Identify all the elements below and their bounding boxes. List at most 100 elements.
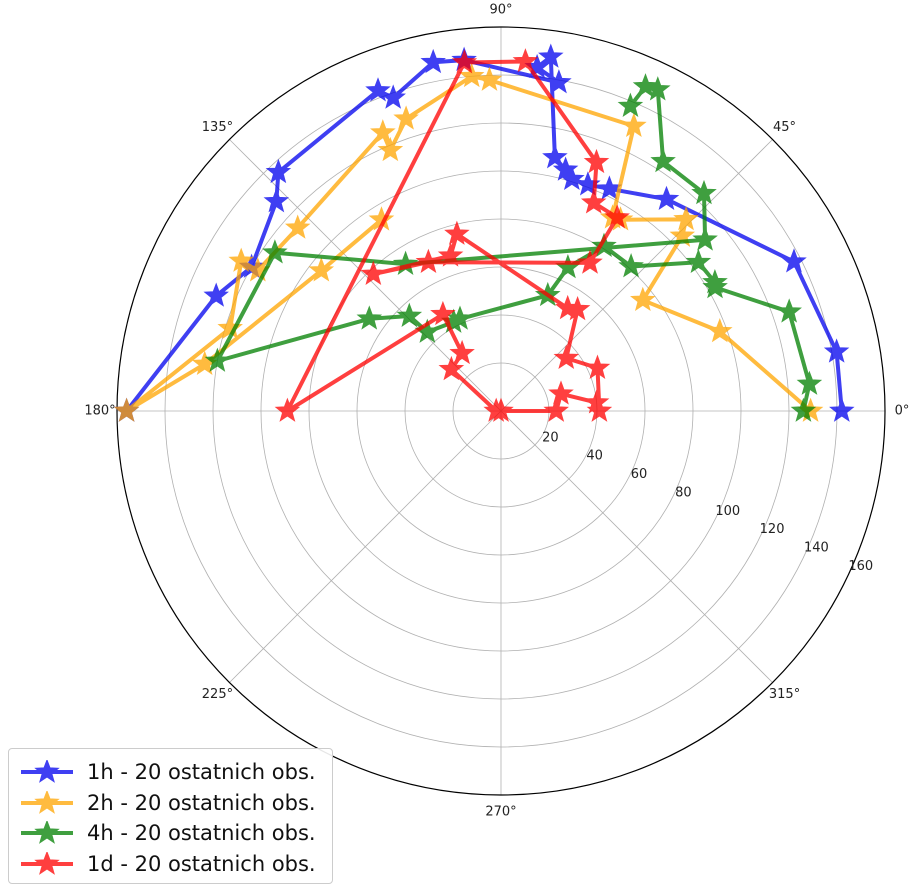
series-marker — [451, 49, 478, 74]
radial-tick-labels: 20 40 60 80 100 120 140 160 — [542, 430, 873, 574]
series-marker — [685, 248, 712, 274]
series-marker — [632, 73, 659, 98]
series-marker — [430, 300, 456, 326]
series-marker — [396, 302, 423, 327]
series-marker — [702, 268, 728, 294]
legend-swatch-mark — [21, 821, 73, 845]
series-marker — [370, 119, 396, 144]
series-marker — [393, 105, 419, 130]
series-marker — [583, 148, 610, 174]
series-marker — [653, 185, 680, 211]
radial-tick-label: 140 — [804, 541, 829, 556]
series-marker — [458, 62, 485, 88]
grid-spoke — [229, 139, 502, 412]
series-marker — [444, 220, 470, 245]
legend-swatch-star — [34, 821, 60, 845]
legend-swatch — [21, 790, 73, 814]
angle-tick-label: 135° — [202, 120, 233, 135]
series-marker — [512, 48, 539, 73]
series-marker — [449, 339, 475, 365]
series-marker — [542, 144, 568, 169]
series-marker — [356, 305, 383, 330]
series-marker — [781, 248, 807, 273]
series-marker — [548, 380, 574, 405]
series-marker — [618, 253, 644, 278]
series-marker — [596, 175, 623, 200]
series-marker — [796, 370, 823, 395]
grid-spoke — [229, 410, 502, 683]
legend-swatch-mark — [21, 790, 73, 814]
legend-label: 4h - 20 ostatnich obs. — [87, 821, 316, 846]
series-marker — [650, 147, 676, 173]
series-marker — [308, 257, 335, 282]
radial-tick-label: 20 — [542, 430, 559, 445]
series-marker — [790, 397, 817, 422]
series-marker — [543, 397, 569, 422]
series-marker — [692, 226, 718, 251]
series-marker — [691, 179, 717, 205]
radial-tick-label: 40 — [586, 449, 603, 464]
series-marker — [555, 253, 581, 279]
series-marker — [438, 355, 465, 381]
series-marker — [538, 43, 564, 68]
series-group — [113, 43, 855, 422]
angle-tick-label: 45° — [773, 120, 796, 135]
legend-item: 4h - 20 ostatnich obs. — [19, 818, 322, 849]
legend-swatch — [21, 851, 73, 875]
series-marker — [617, 92, 644, 117]
series-group — [204, 73, 823, 422]
series-marker — [284, 214, 311, 239]
legend: 1h - 20 ostatnich obs. 2h - 20 ostatnich… — [8, 748, 333, 884]
angle-tick-label: 225° — [202, 687, 233, 702]
legend-swatch — [21, 821, 73, 845]
radial-tick-label: 120 — [760, 522, 785, 537]
series-marker — [630, 286, 656, 312]
series-marker — [552, 156, 579, 181]
radial-tick-label: 160 — [848, 559, 873, 574]
series-marker — [113, 397, 140, 422]
series-marker — [262, 239, 288, 264]
legend-label: 1h - 20 ostatnich obs. — [87, 760, 316, 785]
series-marker — [706, 317, 733, 343]
series-marker — [554, 294, 581, 320]
series-marker — [420, 48, 446, 74]
legend-swatch-star — [34, 790, 60, 814]
series-marker — [265, 158, 292, 184]
legend-swatch-mark — [21, 851, 73, 875]
series-group — [274, 48, 630, 422]
legend-label: 2h - 20 ostatnich obs. — [87, 790, 316, 815]
series-line — [215, 84, 812, 412]
series-marker — [591, 232, 617, 257]
series-marker — [476, 66, 503, 91]
legend-swatch-star — [34, 851, 60, 875]
series-marker — [263, 188, 290, 213]
series-marker — [360, 260, 387, 285]
series-layer — [113, 43, 855, 422]
radial-tick-label: 60 — [631, 467, 648, 482]
series-marker — [604, 204, 630, 229]
angle-tick-labels: 0° 45° 90° 135° 180° 225° 270° 315° — [84, 3, 909, 820]
series-marker — [365, 77, 391, 102]
radial-tick-label: 100 — [715, 504, 740, 519]
legend-swatch — [21, 760, 73, 784]
series-marker — [776, 298, 802, 323]
series-marker — [204, 347, 231, 372]
radial-tick-label: 80 — [675, 485, 692, 500]
series-marker — [829, 397, 855, 422]
polar-outer-boundary — [116, 26, 886, 796]
series-marker — [621, 112, 647, 137]
series-marker — [437, 242, 464, 267]
angle-tick-label: 270° — [485, 805, 516, 820]
series-marker — [553, 344, 580, 369]
legend-label: 1d - 20 ostatnich obs. — [87, 851, 316, 876]
series-marker — [483, 397, 509, 422]
angle-tick-label: 315° — [769, 687, 800, 702]
legend-swatch-mark — [21, 760, 73, 784]
series-marker — [415, 248, 442, 274]
series-marker — [377, 136, 404, 162]
series-marker — [274, 397, 301, 422]
series-marker — [580, 189, 607, 214]
legend-item: 1h - 20 ostatnich obs. — [19, 757, 322, 788]
series-marker — [586, 397, 613, 422]
